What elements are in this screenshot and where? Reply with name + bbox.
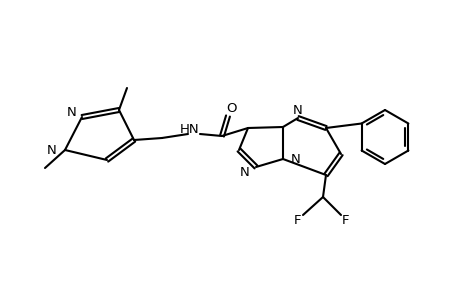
Text: O: O	[226, 101, 237, 115]
Text: F: F	[341, 214, 349, 226]
Text: HN: HN	[180, 122, 199, 136]
Text: N: N	[67, 106, 77, 118]
Text: N: N	[291, 152, 300, 166]
Text: F: F	[294, 214, 301, 226]
Text: N: N	[292, 103, 302, 116]
Text: N: N	[240, 167, 249, 179]
Text: N: N	[47, 143, 57, 157]
